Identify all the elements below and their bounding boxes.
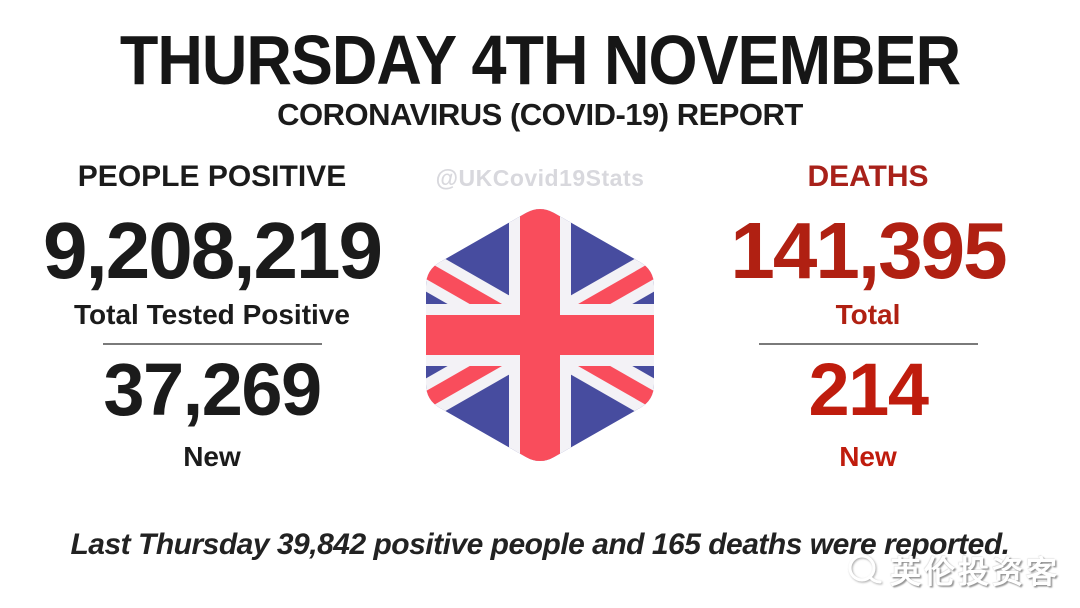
positive-total-value: 9,208,219 [43, 205, 383, 295]
divider-line [102, 342, 322, 345]
people-positive-panel: PEOPLE POSITIVE 9,208,219 Total Tested P… [0, 160, 424, 473]
deaths-new-value: 214 [808, 347, 929, 431]
twitter-handle-watermark: @UKCovid19Stats [435, 165, 645, 191]
positive-new-value: 37,269 [103, 347, 322, 431]
deaths-panel: DEATHS 141,395 Total 214 New [656, 160, 1080, 473]
divider-line [758, 342, 978, 345]
publisher-logo-icon [848, 554, 882, 583]
positive-new-label: New [183, 440, 241, 472]
deaths-total-label: Total [835, 298, 901, 330]
people-positive-heading: PEOPLE POSITIVE [77, 160, 347, 193]
publisher-watermark-text: 英伦投资客 [890, 555, 1060, 591]
deaths-new-label: New [839, 440, 897, 472]
report-subtitle: CORONAVIRUS (COVID-19) REPORT [277, 97, 803, 132]
deaths-total-value: 141,395 [730, 205, 1007, 295]
positive-total-label: Total Tested Positive [74, 298, 350, 330]
uk-flag-hexagon-icon [426, 208, 654, 462]
deaths-heading: DEATHS [807, 160, 929, 193]
publisher-watermark: 英伦投资客 [843, 547, 1060, 592]
previous-week-note: Last Thursday 39,842 positive people and… [70, 528, 1010, 561]
report-title: THURSDAY 4TH NOVEMBER [119, 22, 961, 100]
